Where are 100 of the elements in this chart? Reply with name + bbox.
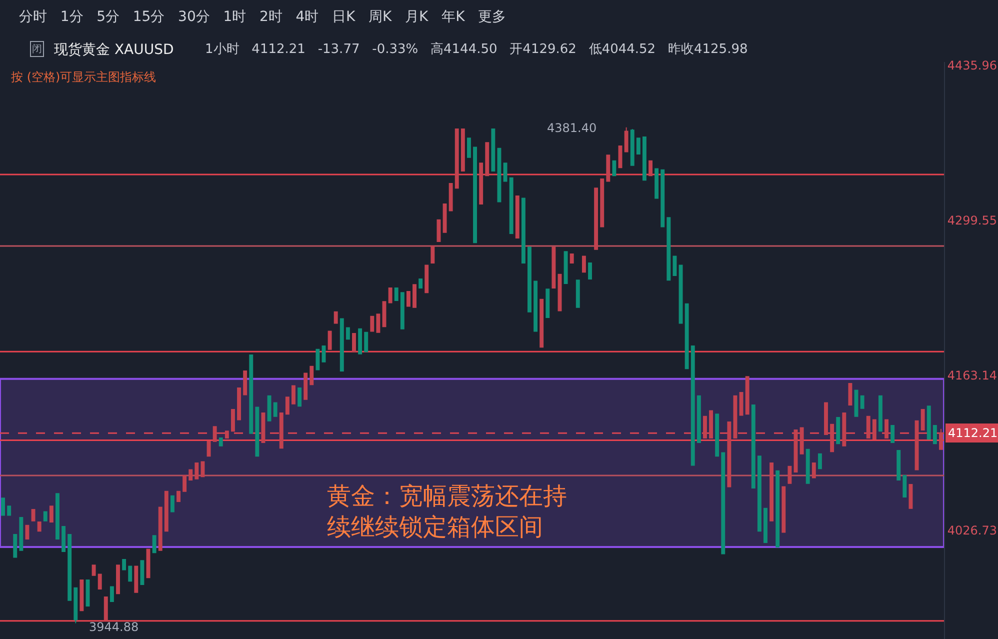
candlestick [690, 345, 695, 466]
candlestick [540, 298, 544, 348]
candlestick [926, 406, 931, 440]
candlestick [902, 474, 907, 498]
candlestick [200, 461, 205, 478]
candlestick [273, 402, 278, 417]
candlestick [62, 526, 66, 552]
candlestick [224, 430, 229, 438]
candlestick [176, 490, 180, 502]
candlestick [914, 420, 919, 470]
candlestick [648, 160, 652, 176]
annotation: 3944.88 [89, 620, 139, 634]
candlestick [370, 316, 374, 332]
candlestick [546, 288, 550, 318]
annotation: 黄金：宽幅震荡还在持续继续锁定箱体区间 [327, 482, 567, 542]
candlestick [521, 198, 526, 264]
candlestick [824, 402, 828, 436]
candlestick [104, 596, 108, 620]
candlestick [316, 348, 320, 370]
candlestick [552, 246, 556, 289]
candlestick [31, 509, 36, 522]
candlestick [340, 318, 344, 372]
candlestick [122, 558, 126, 570]
candlestick [98, 574, 102, 590]
candlestick [298, 387, 302, 407]
y-tick-label: 4026.73 [947, 523, 998, 538]
candlestick [818, 453, 822, 470]
candlestick [7, 506, 12, 516]
candlestick [751, 404, 756, 488]
candlestick [424, 264, 429, 294]
candlestick [528, 246, 532, 312]
y-tick-label: 4435.96 [947, 58, 998, 73]
candlestick [660, 169, 665, 228]
candlestick [116, 564, 120, 594]
candlestick [249, 354, 254, 434]
candlestick [358, 328, 362, 354]
candlestick [430, 246, 435, 264]
candlestick [582, 256, 586, 273]
candlestick [920, 409, 925, 431]
candlestick [68, 534, 72, 601]
candlestick [636, 138, 640, 154]
candlestick [806, 448, 810, 484]
chart-title: 现货黄金 XAUUSD [54, 42, 174, 58]
candlestick [206, 440, 211, 457]
candlestick [491, 128, 496, 172]
candlestick [406, 290, 410, 307]
candlestick [292, 385, 296, 404]
candlestick [600, 178, 604, 228]
candlestick [412, 284, 416, 308]
candlestick [776, 470, 780, 548]
candlestick [255, 406, 260, 457]
candlestick [503, 162, 508, 182]
candlestick [376, 314, 380, 333]
candlestick [164, 490, 168, 532]
candlestick [485, 142, 490, 176]
candlestick [836, 417, 840, 444]
candlestick [564, 251, 568, 284]
candlestick [745, 376, 750, 415]
chart-subtitle: 1小时 4112.21 -13.77 -0.33% 高4144.50 开4129.62 低4044.52 昨收4125.98 [205, 41, 748, 57]
candlestick [279, 412, 284, 449]
candlestick [872, 419, 876, 440]
candlestick [757, 456, 762, 532]
candlestick [442, 203, 447, 233]
candlestick [800, 427, 804, 454]
candlestick [418, 278, 423, 289]
candlestick [932, 424, 937, 444]
candlestick [473, 146, 478, 244]
candlestick [612, 160, 616, 176]
candlestick [454, 128, 459, 189]
candlestick [878, 395, 882, 432]
candlestick [92, 564, 96, 576]
candlestick [182, 474, 187, 492]
candlestick [158, 506, 162, 551]
candlestick [400, 292, 404, 330]
candlestick [588, 262, 592, 280]
candlestick [534, 280, 538, 332]
candlestick [352, 332, 356, 352]
candlestick [152, 535, 156, 554]
candlestick [267, 395, 272, 422]
candlestick [739, 392, 744, 416]
candlestick [74, 587, 78, 624]
candlestick [230, 409, 235, 432]
candlestick [908, 484, 913, 509]
candlestick [702, 416, 707, 438]
candlestick [654, 168, 659, 199]
candlestick [243, 370, 248, 396]
candlestick [709, 410, 714, 438]
candlestick [938, 428, 943, 450]
candlestick [56, 493, 60, 540]
candlestick [479, 162, 484, 204]
candlestick [860, 395, 864, 409]
candlestick [509, 177, 514, 234]
candlestick [188, 469, 193, 480]
candlestick [782, 486, 786, 533]
candlestick [672, 256, 677, 276]
candlestick [334, 311, 338, 324]
candlestick [134, 566, 138, 593]
candlestick [842, 412, 846, 446]
candlestick [285, 396, 290, 415]
candlestick [848, 382, 852, 406]
